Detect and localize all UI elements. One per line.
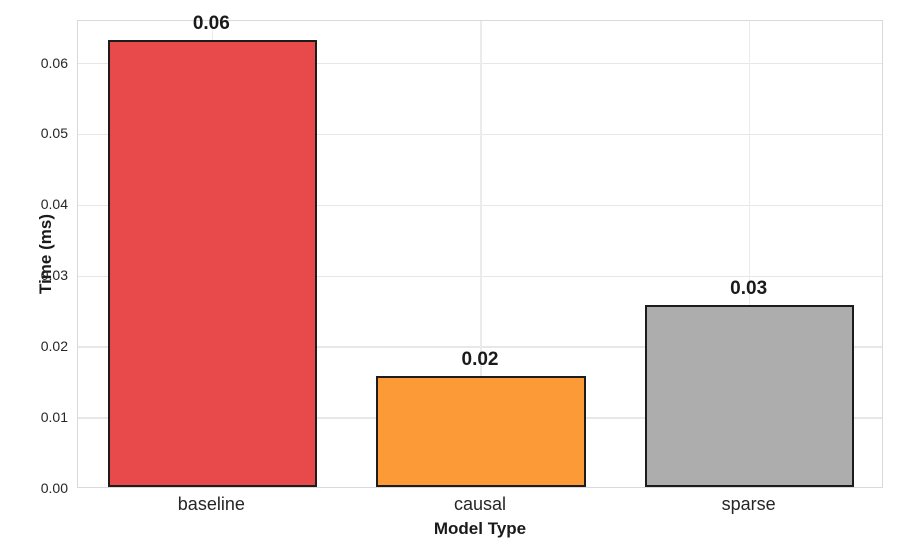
y-axis-tick-label: 0.04: [40, 196, 68, 213]
x-axis-tick-label-baseline: baseline: [177, 494, 245, 514]
plot-area: [77, 20, 883, 488]
y-axis-tick-label: 0.05: [40, 125, 68, 142]
bar-baseline: [107, 40, 318, 487]
bar-causal: [376, 375, 586, 487]
y-axis-tick-label: 0.01: [40, 409, 68, 426]
bar-sparse: [644, 305, 855, 487]
y-axis-tick-label: 0.02: [40, 338, 68, 355]
x-axis-tick-label-sparse: sparse: [721, 494, 776, 514]
x-axis-tick-label-causal: causal: [453, 494, 507, 514]
y-axis-tick-label: 0.03: [40, 267, 68, 284]
x-axis-label: Model Type: [433, 519, 527, 538]
bar-value-label: 0.03: [730, 278, 768, 300]
gridline-vertical: [748, 21, 751, 487]
y-axis-tick-label: 0.00: [40, 480, 68, 496]
gridline-horizontal: [78, 62, 882, 65]
gridline-horizontal: [78, 275, 882, 278]
gridline-horizontal: [78, 204, 882, 207]
y-axis-tick-label: 0.06: [40, 54, 68, 71]
bar-value-label: 0.02: [461, 348, 499, 370]
gridline-horizontal: [78, 346, 882, 348]
gridline-horizontal: [78, 133, 882, 136]
gridline-vertical: [480, 21, 482, 487]
bar-value-label: 0.06: [192, 13, 230, 35]
